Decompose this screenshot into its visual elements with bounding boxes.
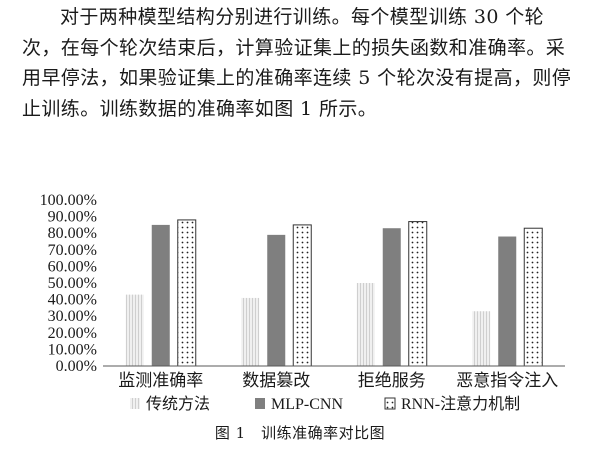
y-tick-label: 90.00%	[48, 209, 97, 226]
x-tick-label: 数据篡改	[242, 370, 310, 390]
y-tick-label: 80.00%	[48, 225, 97, 242]
x-tick-label: 恶意指令注入	[456, 371, 558, 390]
bar-rnn-attention	[177, 219, 197, 367]
x-tick-label: 监测准确率	[118, 371, 203, 390]
y-tick-label: 60.00%	[48, 258, 97, 275]
bar-mlp-cnn	[151, 224, 170, 366]
bar-rnn-attention	[292, 224, 312, 367]
paragraph-text: 对于两种模型结构分别进行训练。每个模型训练 30 个轮次，在每个轮次结束后，计算…	[22, 6, 572, 120]
bar-rnn-attention	[523, 227, 543, 367]
bar-mlp-cnn	[382, 228, 401, 366]
legend: 传统方法 MLP-CNN RNN-注意力机制	[130, 394, 520, 413]
legend-label: MLP-CNN	[271, 396, 343, 413]
x-axis-labels: 监测准确率 数据篡改 拒绝服务 恶意指令注入	[118, 370, 558, 390]
bar-mlp-cnn	[267, 234, 286, 366]
y-axis-ticks: 0.00%10.00%20.00%30.00%40.00%50.00%60.00…	[40, 192, 97, 375]
legend-swatch	[255, 398, 265, 409]
bar-rnn-attention	[408, 221, 428, 367]
body-paragraph: 对于两种模型结构分别进行训练。每个模型训练 30 个轮次，在每个轮次结束后，计算…	[22, 2, 580, 124]
legend-label: RNN-注意力机制	[401, 394, 520, 413]
bar-mlp-cnn	[498, 236, 517, 366]
y-tick-label: 50.00%	[48, 275, 97, 292]
bars	[125, 219, 543, 367]
figure-caption: 图 1 训练准确率对比图	[214, 424, 386, 442]
legend-swatch	[384, 397, 396, 410]
x-tick-label: 拒绝服务	[358, 371, 426, 390]
y-tick-label: 40.00%	[48, 292, 97, 309]
y-tick-label: 0.00%	[56, 358, 97, 375]
y-tick-label: 10.00%	[48, 341, 97, 358]
bar-traditional	[356, 283, 375, 366]
legend-label: 传统方法	[146, 395, 210, 413]
legend-swatch	[130, 398, 140, 409]
y-tick-label: 20.00%	[48, 325, 97, 342]
bar-traditional	[125, 294, 144, 366]
y-tick-label: 70.00%	[48, 242, 97, 259]
bar-traditional	[472, 311, 491, 366]
y-tick-label: 100.00%	[40, 192, 97, 209]
accuracy-bar-chart: 0.00%10.00%20.00%30.00%40.00%50.00%60.00…	[40, 192, 565, 413]
y-tick-label: 30.00%	[48, 308, 97, 325]
bar-traditional	[241, 297, 260, 366]
